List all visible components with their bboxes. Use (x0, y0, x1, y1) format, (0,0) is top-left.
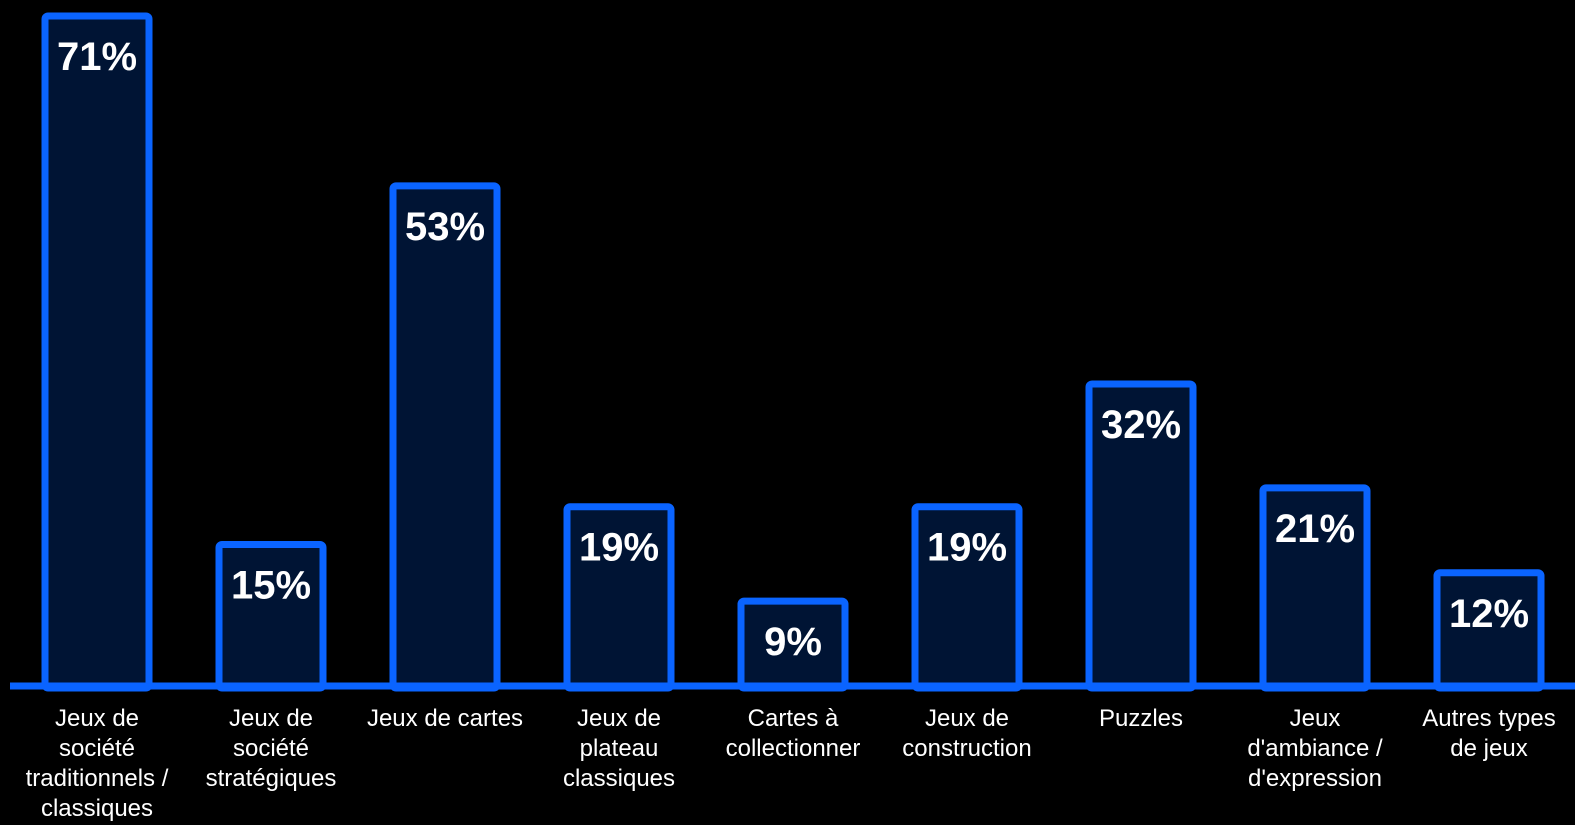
category-label: société (233, 735, 309, 762)
category-label: traditionnels / (26, 765, 169, 792)
category-label: classiques (563, 765, 675, 792)
category-label: Jeux de (229, 705, 313, 732)
bar-value-label: 9% (764, 620, 822, 664)
bar (389, 182, 501, 692)
category-label: d'expression (1248, 765, 1382, 792)
category-label: classiques (41, 795, 153, 822)
category-label: de jeux (1450, 735, 1527, 762)
category-labels-group: Jeux de société traditionnels / classiques J… (26, 705, 1556, 822)
category-label: construction (902, 735, 1031, 762)
bar-value-label: 19% (927, 526, 1007, 570)
value-labels-group: 71% 15% 53% 19% 9% 19% 32% 21% 12% (57, 35, 1529, 664)
category-label: collectionner (726, 735, 861, 762)
category-label: Jeux de (577, 705, 661, 732)
bar-value-label: 32% (1101, 403, 1181, 447)
category-label: Jeux de (55, 705, 139, 732)
category-label: Puzzles (1099, 705, 1183, 732)
category-label: Jeux de cartes (367, 705, 523, 732)
bar-value-label: 12% (1449, 592, 1529, 636)
bar-value-label: 19% (579, 526, 659, 570)
bar-value-label: 53% (405, 205, 485, 249)
category-label: Cartes à (748, 705, 839, 732)
bar-value-label: 21% (1275, 507, 1355, 551)
bars-group (41, 12, 1545, 692)
category-label: d'ambiance / (1247, 735, 1383, 762)
bar (41, 12, 153, 692)
bar-value-label: 15% (231, 563, 311, 607)
bar-value-label: 71% (57, 35, 137, 79)
category-label: Jeux (1290, 705, 1341, 732)
category-label: plateau (580, 735, 659, 762)
category-label: Jeux de (925, 705, 1009, 732)
category-label: société (59, 735, 135, 762)
category-label: Autres types (1422, 705, 1555, 732)
category-label: stratégiques (206, 765, 337, 792)
